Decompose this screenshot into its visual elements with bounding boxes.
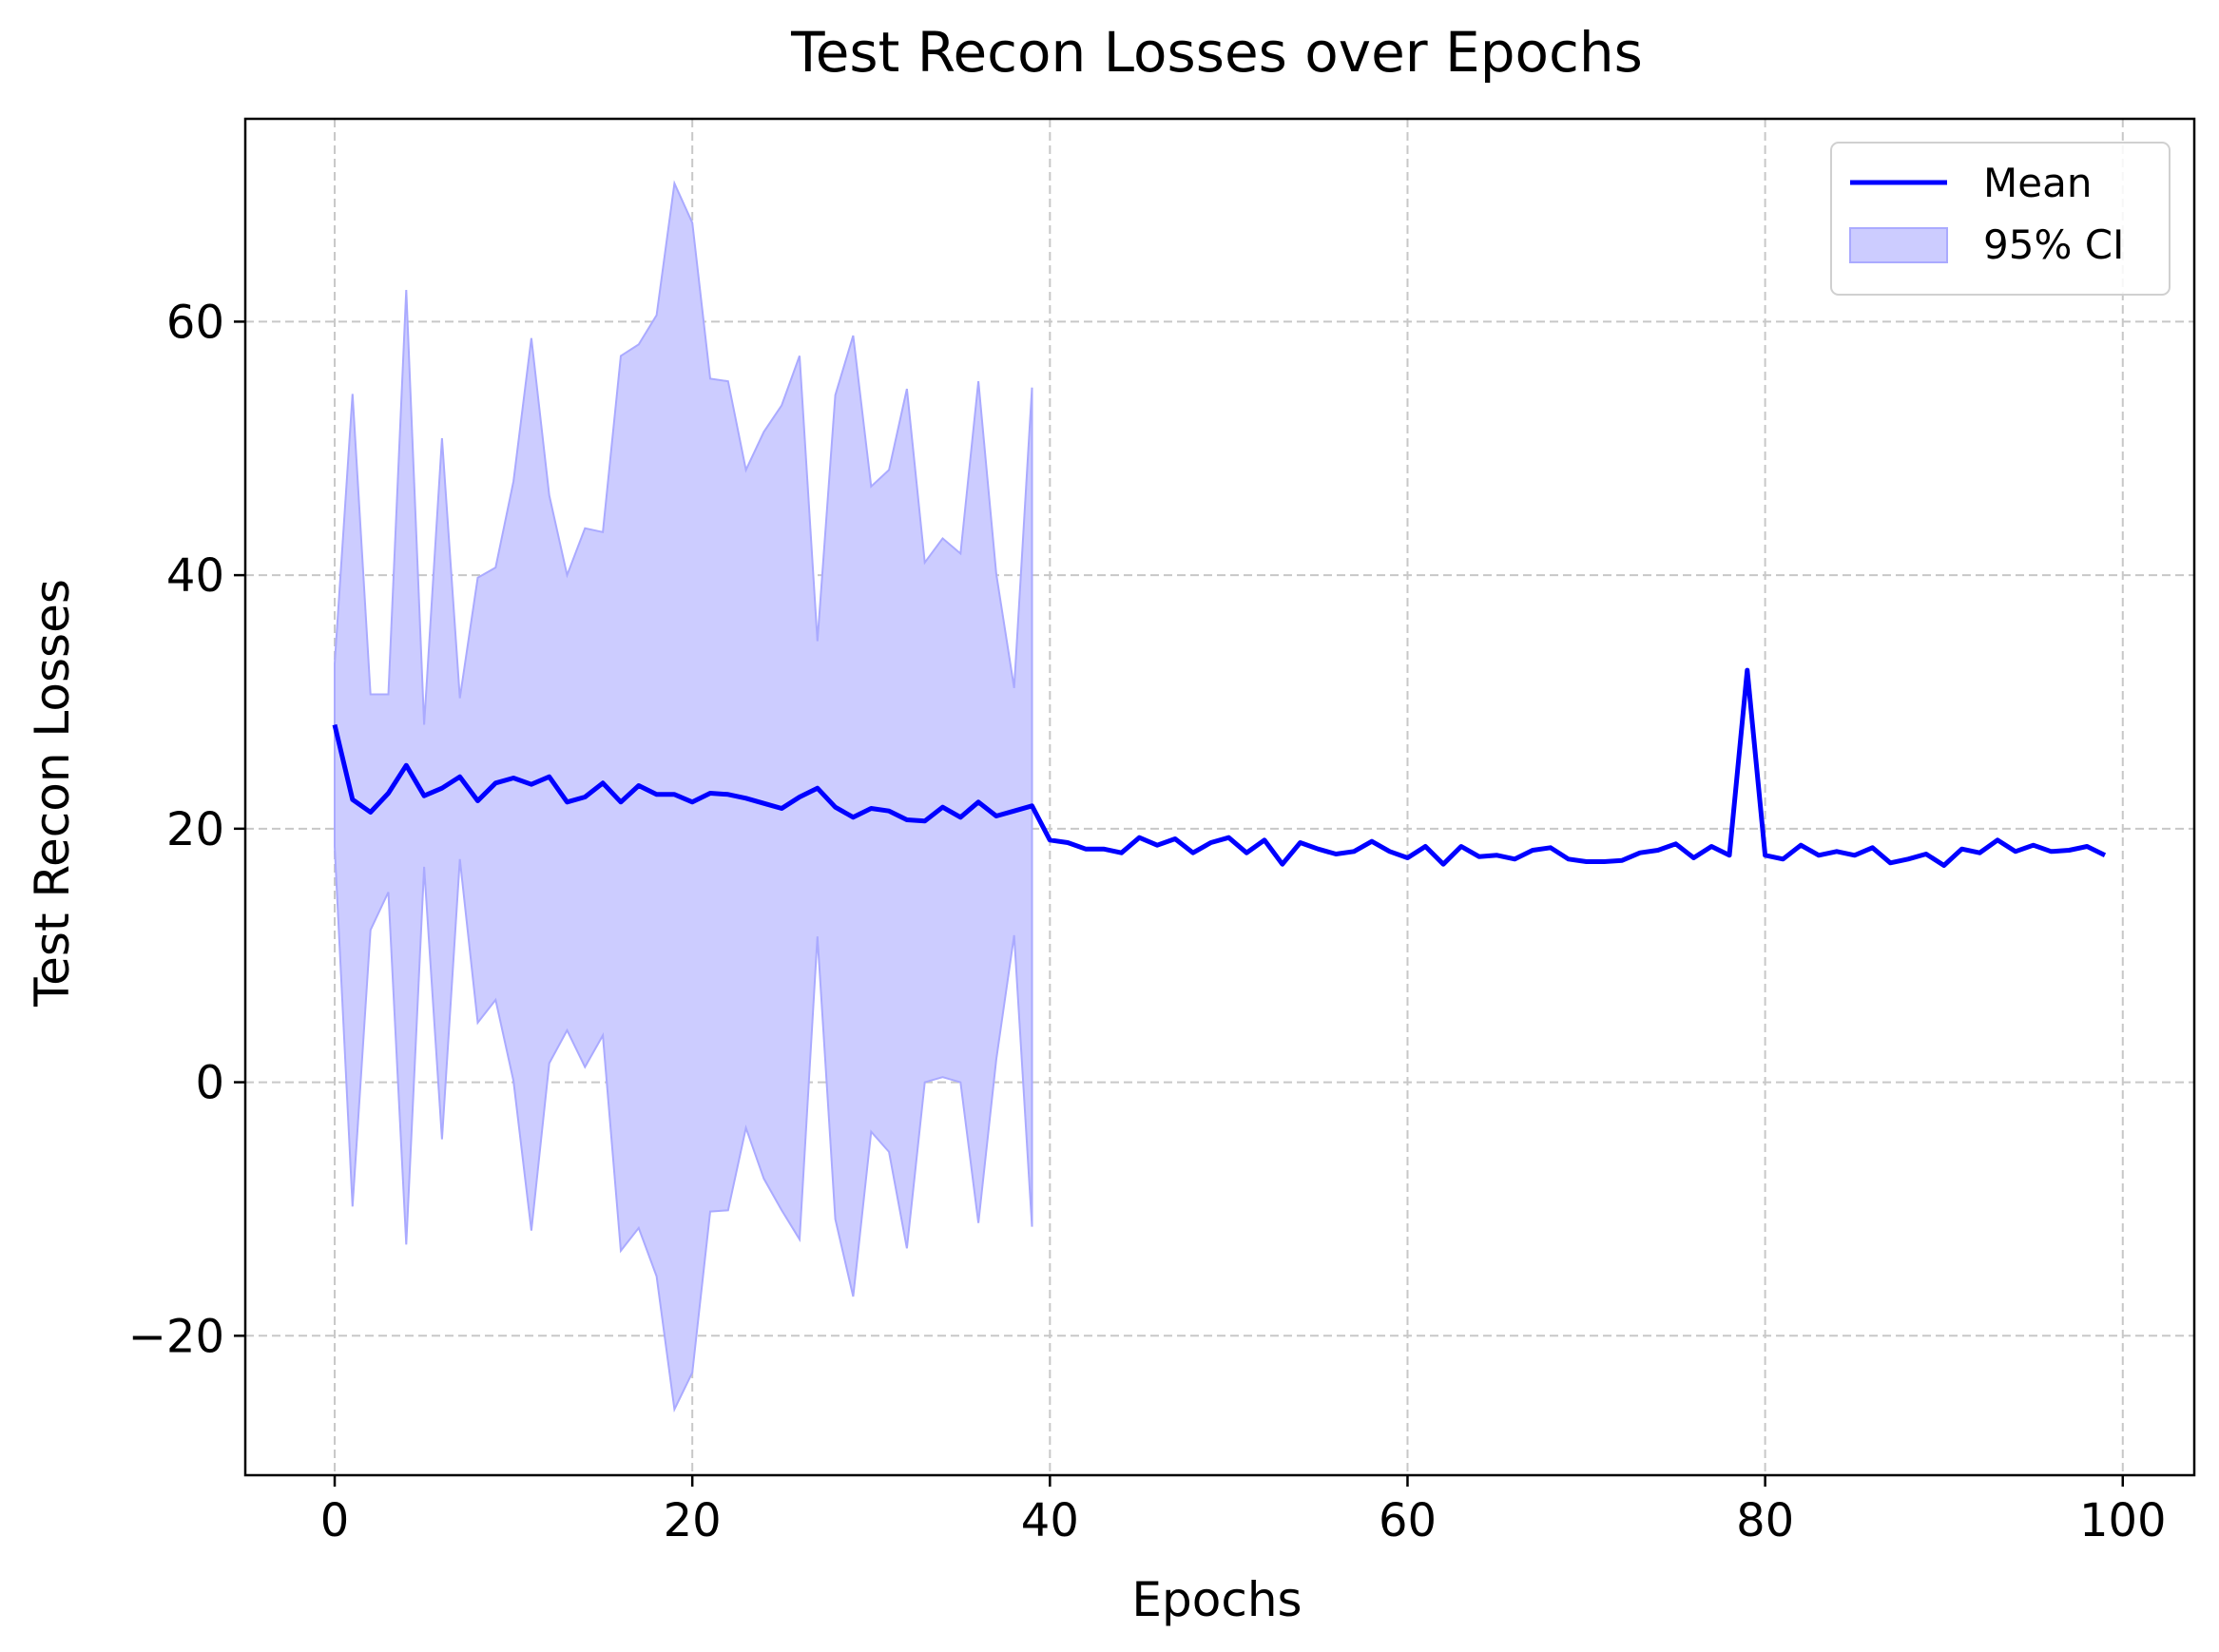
y-tick-label: 0 [195, 1057, 224, 1110]
x-tick-label: 100 [2079, 1494, 2167, 1547]
x-tick-label: 80 [1736, 1494, 1794, 1547]
legend-swatch-ci [1849, 227, 1948, 263]
legend-label-mean: Mean [1983, 160, 2092, 206]
y-tick-label: −20 [128, 1310, 224, 1363]
mean-line [332, 667, 2107, 868]
y-axis-title: Test Recon Losses [25, 579, 80, 1008]
y-tick-label: 60 [166, 296, 224, 349]
x-axis-title: Epochs [1131, 1572, 1302, 1627]
y-tick-label: 40 [166, 549, 224, 603]
x-tick-label: 20 [664, 1494, 722, 1547]
legend: Mean 95% CI [1830, 142, 2171, 296]
legend-label-ci: 95% CI [1983, 221, 2124, 268]
x-tick-label: 40 [1021, 1494, 1079, 1547]
plot-area: 0 20 40 60 80 100 −20 0 20 40 60 [128, 117, 2196, 1547]
y-tick-label: 20 [166, 803, 224, 856]
plot-frame [243, 117, 2196, 1477]
x-tick-label: 0 [320, 1494, 350, 1547]
chart-title: Test Recon Losses over Epochs [790, 20, 1643, 85]
x-tick-label: 60 [1379, 1494, 1437, 1547]
